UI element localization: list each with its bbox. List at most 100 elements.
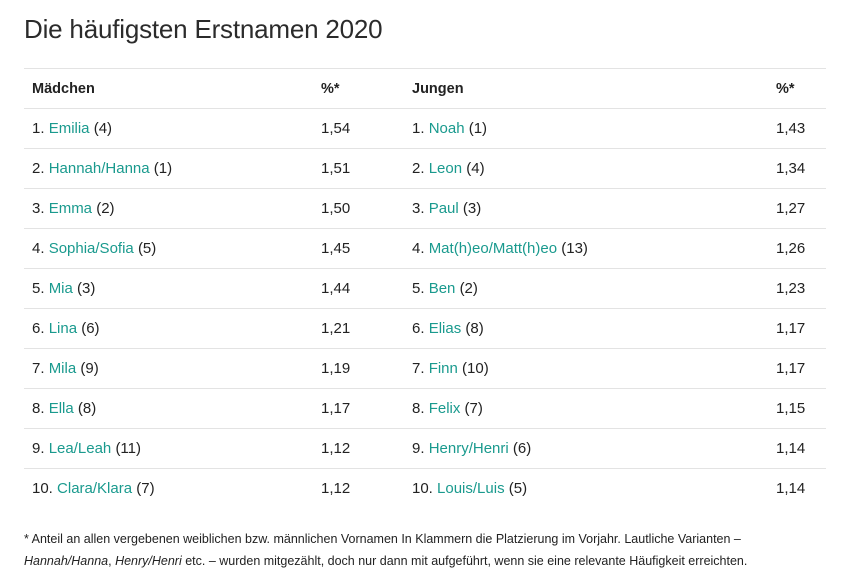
boy-name-link[interactable]: Noah <box>428 120 465 137</box>
header-girls-percent: %* <box>313 68 404 109</box>
girl-cell: 8. Ella (8) <box>24 388 313 429</box>
boy-rank: 1. <box>412 120 425 137</box>
girl-percent: 1,54 <box>321 120 351 137</box>
boy-cell: 5. Ben (2) <box>404 268 768 309</box>
girl-percent-cell: 1,54 <box>313 108 404 149</box>
boy-cell: 7. Finn (10) <box>404 348 768 389</box>
boy-percent-cell: 1,34 <box>768 148 826 189</box>
girl-percent-cell: 1,50 <box>313 188 404 229</box>
girl-cell: 5. Mia (3) <box>24 268 313 309</box>
boy-previous-rank: (13) <box>561 240 588 257</box>
girl-name-link[interactable]: Lea/Leah <box>48 440 112 457</box>
boy-cell: 1. Noah (1) <box>404 108 768 149</box>
boy-cell: 9. Henry/Henri (6) <box>404 428 768 469</box>
footnote-example-1: Hannah/Hanna <box>24 554 109 568</box>
girl-previous-rank: (5) <box>137 240 157 257</box>
table-row: 2. Hannah/Hanna (1) 1,51 2. Leon (4) 1,34 <box>24 148 826 189</box>
boy-percent-cell: 1,26 <box>768 228 826 269</box>
table-row: 8. Ella (8) 1,17 8. Felix (7) 1,15 <box>24 388 826 429</box>
girl-name-link[interactable]: Clara/Klara <box>57 480 133 498</box>
boy-name-link[interactable]: Henry/Henri <box>428 440 509 457</box>
girl-cell: 2. Hannah/Hanna (1) <box>24 148 313 189</box>
girl-percent: 1,45 <box>321 240 351 257</box>
boy-percent: 1,26 <box>776 240 806 257</box>
table-row: 3. Emma (2) 1,50 3. Paul (3) 1,27 <box>24 188 826 229</box>
boy-percent: 1,34 <box>776 160 806 177</box>
boy-rank: 9. <box>412 440 425 457</box>
boy-previous-rank: (6) <box>512 440 532 457</box>
girl-name-link[interactable]: Hannah/Hanna <box>48 160 150 177</box>
girl-name-link[interactable]: Mila <box>48 360 77 377</box>
boy-cell: 8. Felix (7) <box>404 388 768 429</box>
girl-cell: 4. Sophia/Sofia (5) <box>24 228 313 269</box>
boy-name-link[interactable]: Leon <box>428 160 463 177</box>
girl-percent: 1,19 <box>321 360 351 377</box>
footnote-separator: , <box>108 554 116 568</box>
header-boys-percent: %* <box>768 68 826 109</box>
table-header-row: Mädchen %* Jungen %* <box>24 68 826 109</box>
girl-cell: 9. Lea/Leah (11) <box>24 428 313 469</box>
girl-rank: 4. <box>32 240 45 257</box>
boy-rank: 3. <box>412 200 425 217</box>
girl-previous-rank: (11) <box>115 440 141 457</box>
boy-percent: 1,14 <box>776 440 806 457</box>
girl-name-link[interactable]: Mia <box>48 280 73 297</box>
footnote: * Anteil an allen vergebenen weiblichen … <box>24 528 814 572</box>
girl-percent-cell: 1,51 <box>313 148 404 189</box>
boy-percent-cell: 1,17 <box>768 308 826 349</box>
boy-percent: 1,17 <box>776 320 806 337</box>
girl-cell: 10. Clara/Klara (7) <box>24 468 313 509</box>
girl-name-link[interactable]: Emilia <box>48 120 90 137</box>
girl-percent-cell: 1,44 <box>313 268 404 309</box>
boy-percent-cell: 1,14 <box>768 468 826 509</box>
boy-rank: 8. <box>412 400 425 417</box>
girl-previous-rank: (9) <box>80 360 99 377</box>
boy-name-link[interactable]: Finn <box>428 360 458 377</box>
boy-previous-rank: (10) <box>462 360 489 377</box>
boy-previous-rank: (8) <box>465 320 484 337</box>
girl-rank: 8. <box>32 400 45 417</box>
girl-cell: 6. Lina (6) <box>24 308 313 349</box>
table-body: 1. Emilia (4) 1,54 1. Noah (1) 1,43 2. Hanna… <box>24 108 826 509</box>
footnote-line2: etc. – wurden mitgezählt, doch nur dann … <box>181 554 748 568</box>
boy-previous-rank: (5) <box>508 480 528 498</box>
boy-name-link[interactable]: Ben <box>428 280 456 297</box>
girl-percent: 1,51 <box>321 160 351 177</box>
boy-name-link[interactable]: Paul <box>428 200 459 217</box>
boy-name-link[interactable]: Felix <box>428 400 461 417</box>
boy-name-link[interactable]: Mat(h)eo/Matt(h)eo <box>428 240 558 257</box>
girl-name-link[interactable]: Lina <box>48 320 78 337</box>
girl-percent-cell: 1,21 <box>313 308 404 349</box>
girl-percent: 1,12 <box>321 480 351 498</box>
girl-percent: 1,44 <box>321 280 351 297</box>
boy-percent-cell: 1,23 <box>768 268 826 309</box>
girl-rank: 1. <box>32 120 45 137</box>
girl-name-link[interactable]: Sophia/Sofia <box>48 240 134 257</box>
boy-percent-cell: 1,14 <box>768 428 826 469</box>
girl-rank: 9. <box>32 440 45 457</box>
header-boys: Jungen <box>404 68 768 109</box>
boy-rank: 6. <box>412 320 425 337</box>
boy-percent: 1,43 <box>776 120 806 137</box>
boy-percent-cell: 1,27 <box>768 188 826 229</box>
girl-previous-rank: (3) <box>77 280 96 297</box>
girl-percent-cell: 1,12 <box>313 468 404 509</box>
girl-percent-cell: 1,12 <box>313 428 404 469</box>
table-row: 1. Emilia (4) 1,54 1. Noah (1) 1,43 <box>24 108 826 149</box>
girl-percent: 1,17 <box>321 400 351 417</box>
girl-rank: 2. <box>32 160 45 177</box>
page-title: Die häufigsten Erstnamen 2020 <box>24 14 383 44</box>
boy-name-link[interactable]: Louis/Luis <box>437 480 505 498</box>
table-row: 5. Mia (3) 1,44 5. Ben (2) 1,23 <box>24 268 826 309</box>
girl-rank: 5. <box>32 280 45 297</box>
girl-name-link[interactable]: Ella <box>48 400 74 417</box>
boy-cell: 10. Louis/Luis (5) <box>404 468 768 509</box>
boy-rank: 10. <box>412 480 433 498</box>
boy-previous-rank: (3) <box>462 200 482 217</box>
girl-rank: 10. <box>32 480 53 498</box>
boy-rank: 2. <box>412 160 425 177</box>
girl-name-link[interactable]: Emma <box>48 200 93 217</box>
boy-name-link[interactable]: Elias <box>428 320 462 337</box>
girl-previous-rank: (6) <box>81 320 100 337</box>
